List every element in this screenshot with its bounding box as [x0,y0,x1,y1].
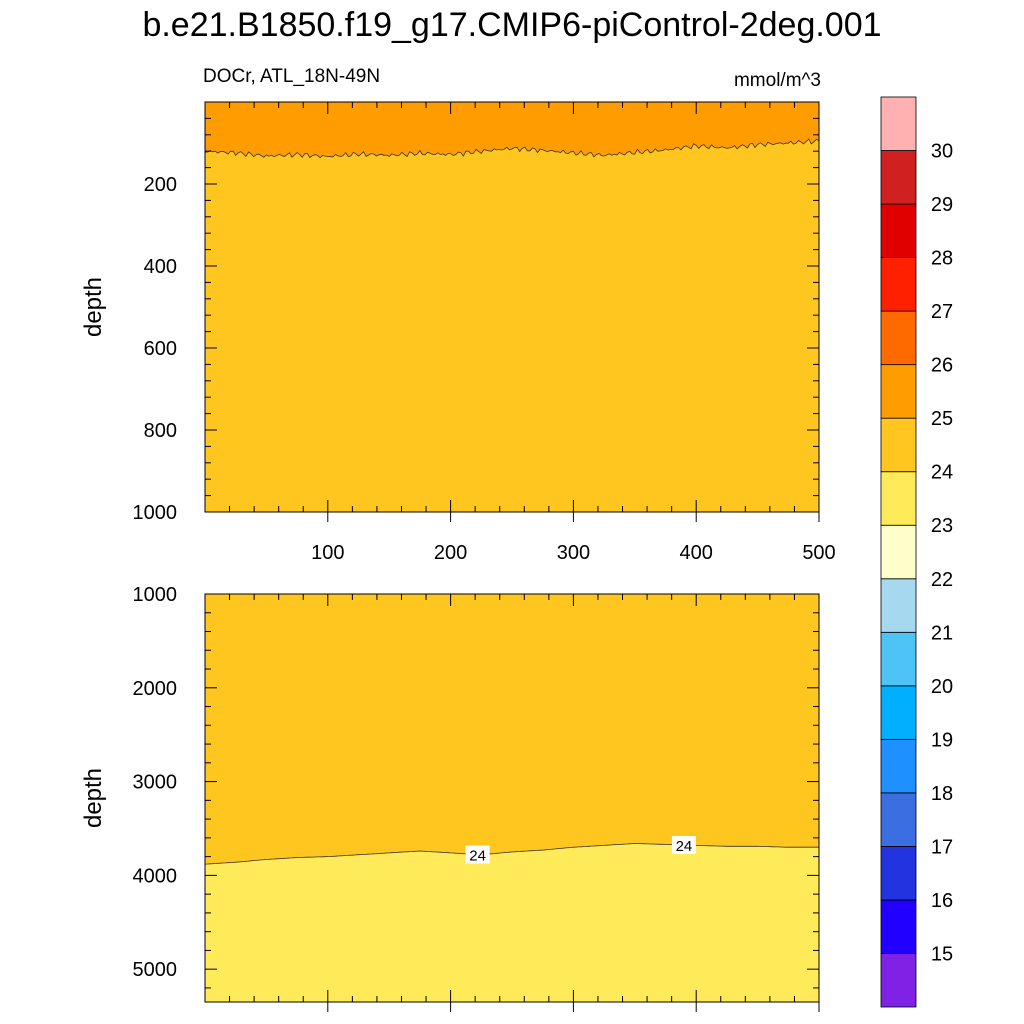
y-tick-label: 800 [144,420,177,442]
subtitle-left: DOCr, ATL_18N-49N [203,66,380,87]
colorbar-swatch [880,257,917,312]
region-upper [205,102,819,158]
y-tick-label: 1000 [133,584,178,606]
region-upper [205,594,819,865]
y-tick-label: 400 [144,256,177,278]
x-tick-label: 100 [311,542,344,564]
colorbar-label: 19 [931,729,953,751]
colorbar-swatch [880,685,917,740]
colorbar-label: 15 [931,943,953,965]
y-tick-label: 4000 [133,865,178,887]
lower-panel: 24 24 1000 2000 3000 4000 5000 depth [80,584,820,1012]
contour-line [205,138,820,159]
colorbar-label: 30 [931,141,953,163]
colorbar-swatch [880,203,917,258]
plot-frame [204,101,820,513]
colorbar-label: 29 [931,194,953,216]
colorbar-swatch [880,310,917,366]
x-tick-label: 200 [434,542,467,564]
y-axis-label: depth [80,768,107,828]
y-tick-label: 2000 [133,678,178,700]
colorbar-label: 27 [931,301,953,323]
colorbar: 15 16 17 18 19 20 21 22 23 24 25 26 27 28 29 30 [880,96,953,1008]
colorbar-swatch [880,96,917,151]
colorbar-swatch [880,953,917,1008]
y-tick-label: 600 [144,338,177,360]
colorbar-label: 26 [931,355,953,377]
colorbar-swatch [880,417,917,473]
y-tick-label: 200 [144,174,177,196]
colorbar-label: 25 [931,408,953,430]
colorbar-swatch [880,364,917,419]
colorbar-label: 18 [931,783,953,805]
colorbar-swatch [880,899,917,954]
contour-label-bg [671,835,696,854]
colorbar-label: 23 [931,515,953,537]
y-tick-label: 5000 [133,959,178,981]
colorbar-label: 21 [931,622,953,644]
region-lower [205,102,819,512]
x-tick-label: 400 [680,542,713,564]
chart-title: b.e21.B1850.f19_g17.CMIP6-piControl-2deg… [142,6,881,44]
colorbar-swatch [880,471,917,526]
colorbar-swatch [880,738,917,794]
contour-label: 24 [676,838,693,855]
y-tick-label: 3000 [133,772,178,794]
x-tick-label: 300 [557,542,590,564]
contour-line [204,843,819,865]
contour-label-bg [465,845,490,864]
upper-panel: 200 400 600 800 1000 100 200 300 400 500 depth [80,101,836,564]
colorbar-swatch [880,792,917,847]
colorbar-label: 24 [931,462,953,484]
colorbar-label: 22 [931,569,953,591]
colorbar-swatch [880,524,917,580]
colorbar-swatch [880,846,917,901]
y-tick-label: 1000 [133,502,178,524]
colorbar-label: 16 [931,890,953,912]
colorbar-label: 20 [931,676,953,698]
x-tick-label: 500 [802,542,835,564]
y-axis-label: depth [80,277,107,337]
colorbar-label: 28 [931,248,953,270]
colorbar-swatch [880,631,917,687]
colorbar-label: 17 [931,836,953,858]
contour-label: 24 [469,848,486,865]
subtitle-right: mmol/m^3 [734,70,821,91]
colorbar-swatch [880,578,917,633]
plot-frame [204,593,820,1003]
colorbar-swatch [880,150,917,205]
